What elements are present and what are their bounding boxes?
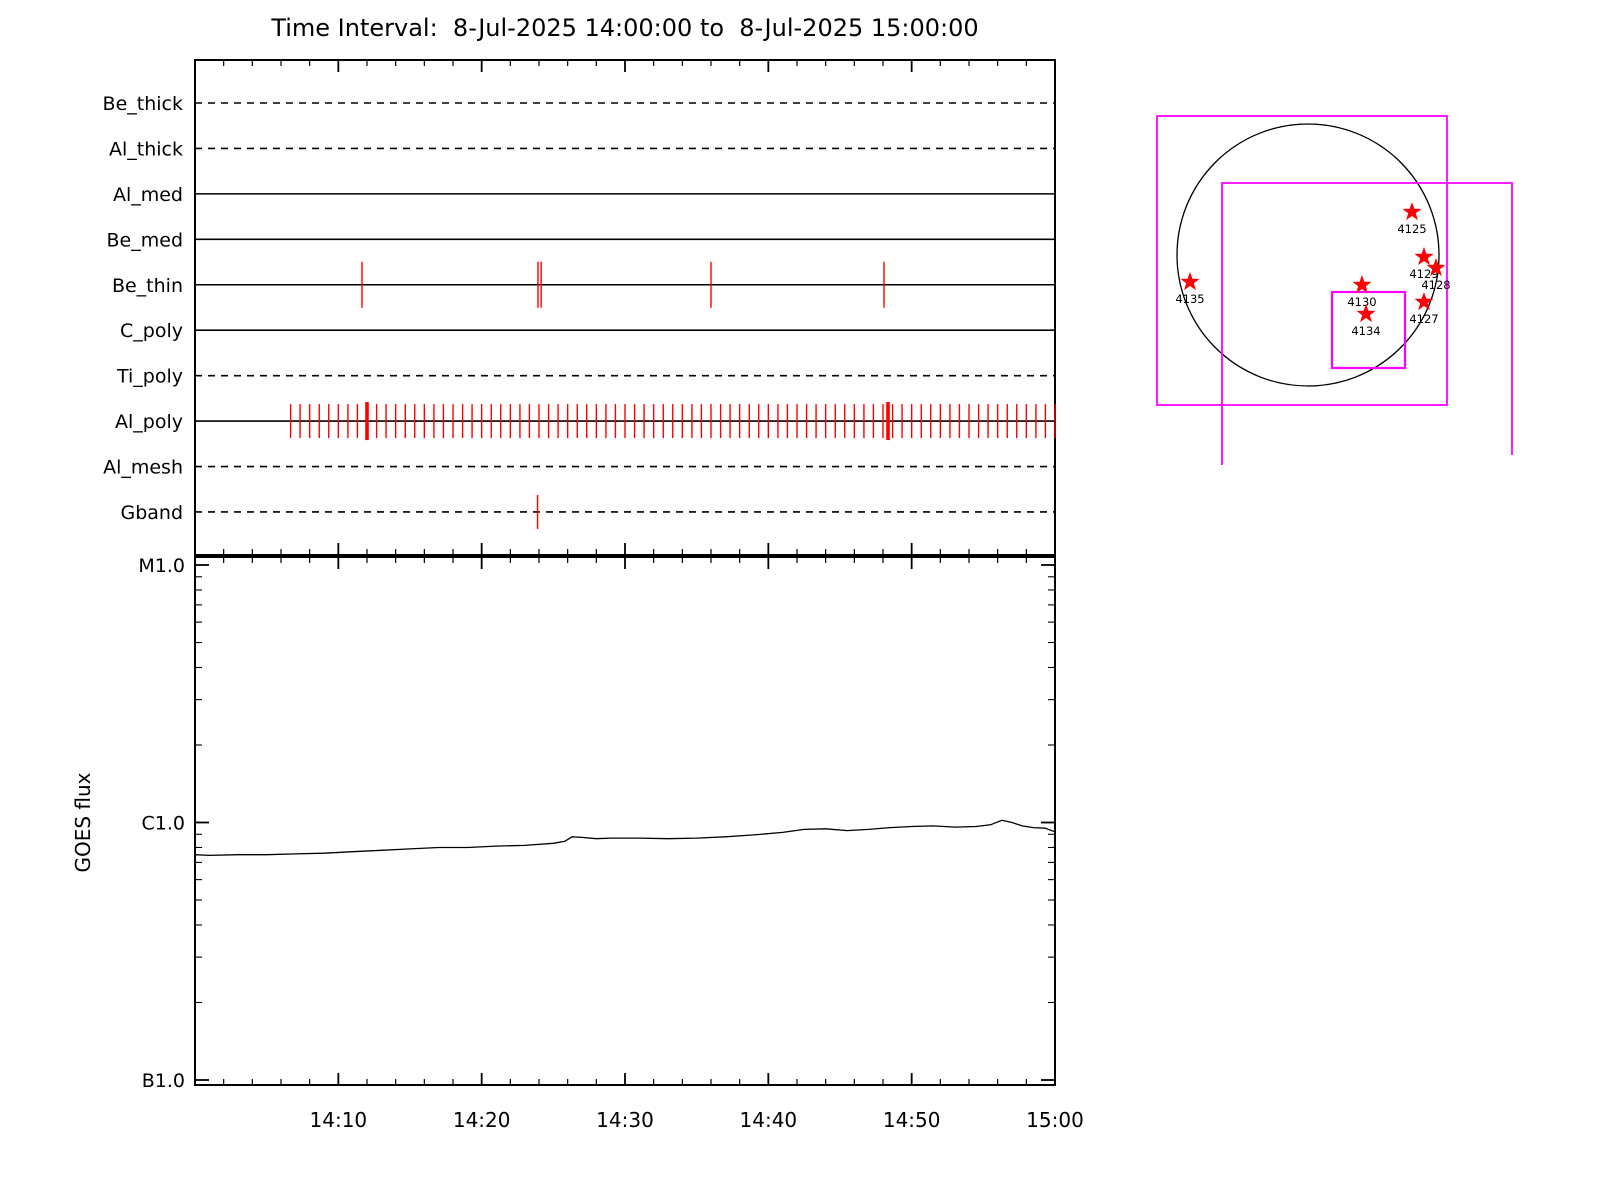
channel-label-al_med: Al_med: [113, 184, 183, 206]
active-region-star-4135: [1180, 272, 1200, 291]
active-region-label-4135: 4135: [1175, 292, 1204, 306]
active-region-label-4125: 4125: [1397, 222, 1426, 236]
y-tick-label: C1.0: [142, 813, 185, 835]
x-axis-label-1420: 14:20: [453, 1108, 511, 1132]
timeline-panel-border: [194, 59, 1056, 556]
active-region-star-4125: [1402, 202, 1422, 221]
x-axis-label-1500: 15:00: [1026, 1108, 1084, 1132]
channel-label-gband: Gband: [120, 502, 183, 524]
channel-label-be_med: Be_med: [107, 229, 183, 251]
channel-label-c_poly: C_poly: [120, 320, 183, 342]
active-region-label-4127: 4127: [1409, 312, 1438, 326]
channel-label-al_thick: Al_thick: [109, 138, 183, 160]
y-tick-label: M1.0: [138, 555, 185, 577]
active-region-label-4129: 4129: [1409, 267, 1438, 281]
solar-limb: [1176, 123, 1440, 387]
fov-box-outer: [1156, 115, 1448, 406]
active-region-label-4128: 4128: [1421, 278, 1450, 292]
active-region-label-4134: 4134: [1351, 324, 1380, 338]
channel-label-be_thick: Be_thick: [103, 93, 183, 115]
goes-panel-border: [194, 556, 1056, 1086]
y-tick-label: B1.0: [142, 1070, 185, 1092]
x-axis-label-1410: 14:10: [310, 1108, 368, 1132]
active-region-star-4130: [1352, 275, 1372, 294]
x-axis-label-1430: 14:30: [596, 1108, 654, 1132]
x-axis-label-1440: 14:40: [740, 1108, 798, 1132]
goes-flux-ylabel: GOES flux: [71, 772, 95, 872]
active-region-star-4134: [1356, 304, 1376, 323]
channel-label-al_poly: Al_poly: [115, 411, 183, 433]
goes-flux-panel: M1.0 C1.0 B1.0 14:10 14:20 14:30 14:40 14:50 15:…: [71, 555, 1084, 1132]
xrt-target-box: [1330, 290, 1407, 370]
goes-flux-curve: [194, 819, 1056, 857]
channel-label-ti_poly: Ti_poly: [116, 366, 183, 388]
channel-label-al_mesh: Al_mesh: [103, 457, 183, 479]
active-region-label-4130: 4130: [1347, 295, 1376, 309]
active-region-star-4129: [1414, 247, 1434, 266]
channel-label-be_thin: Be_thin: [112, 275, 183, 297]
active-region-star-4128: [1426, 258, 1446, 277]
x-axis-label-1450: 14:50: [883, 1108, 941, 1132]
fov-box-inner: [1221, 182, 1513, 465]
active-region-star-4127: [1414, 292, 1434, 311]
filter-timeline-panel: Be_thick Al_thick Al_med Be_med Be_thin C_pol…: [103, 59, 1056, 556]
plot-title: Time Interval: 8-Jul-2025 14:00:00 to 8-…: [271, 14, 979, 42]
